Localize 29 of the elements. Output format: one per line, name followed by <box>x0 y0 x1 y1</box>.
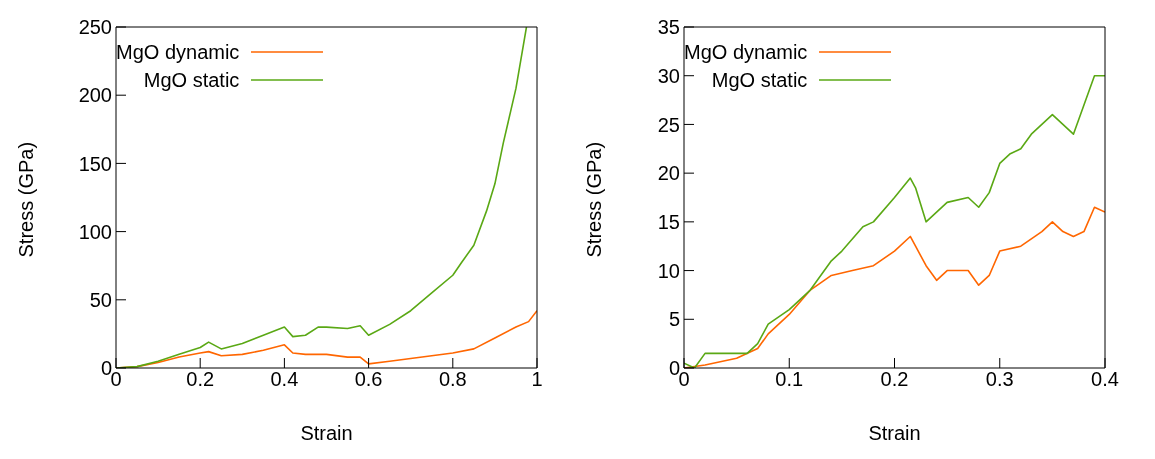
legend-label: MgO dynamic <box>684 40 808 64</box>
y-tick-label: 30 <box>657 64 680 87</box>
x-tick-label: 1 <box>531 368 543 391</box>
y-axis-title: Stress (GPa) <box>15 141 38 258</box>
legend-label: MgO dynamic <box>116 40 240 64</box>
y-tick-label: 200 <box>78 84 112 107</box>
x-tick-label: 0.8 <box>438 368 467 391</box>
legend-label: MgO static <box>143 68 240 92</box>
y-tick-label: 15 <box>657 210 680 233</box>
y-axis-title: Stress (GPa) <box>583 141 606 258</box>
legend-label: MgO static <box>711 68 808 92</box>
y-tick-label: 5 <box>668 308 680 331</box>
y-tick-label: 35 <box>657 16 680 39</box>
x-axis-title: Strain <box>868 422 921 444</box>
y-tick-label: 20 <box>657 162 680 185</box>
y-tick-label: 25 <box>657 113 680 136</box>
y-tick-label: 10 <box>657 259 680 282</box>
y-tick-label: 250 <box>78 16 112 39</box>
x-tick-label: 0.4 <box>1091 368 1119 391</box>
x-tick-label: 0.2 <box>186 368 215 391</box>
x-tick-label: 0.4 <box>270 368 299 391</box>
y-tick-label: 50 <box>89 288 112 311</box>
x-tick-label: 0.1 <box>775 368 804 391</box>
x-tick-label: 0.3 <box>985 368 1014 391</box>
y-tick-label: 100 <box>78 220 112 243</box>
y-tick-label: 150 <box>78 152 112 175</box>
x-tick-label: 0.2 <box>880 368 909 391</box>
x-axis-title: Strain <box>300 422 353 444</box>
x-tick-label: 0.6 <box>354 368 383 391</box>
